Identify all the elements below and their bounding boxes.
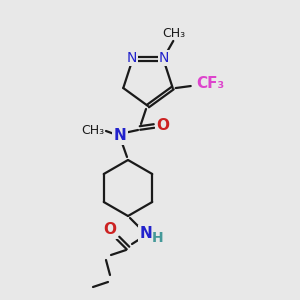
Text: N: N xyxy=(114,128,126,143)
Text: H: H xyxy=(152,231,164,245)
Text: O: O xyxy=(103,223,116,238)
Text: CH₃: CH₃ xyxy=(81,124,105,137)
Text: N: N xyxy=(140,226,152,242)
Text: O: O xyxy=(157,118,169,134)
Text: N: N xyxy=(127,51,137,65)
Text: N: N xyxy=(159,51,169,65)
Text: CF₃: CF₃ xyxy=(196,76,225,91)
Text: CH₃: CH₃ xyxy=(163,28,186,40)
